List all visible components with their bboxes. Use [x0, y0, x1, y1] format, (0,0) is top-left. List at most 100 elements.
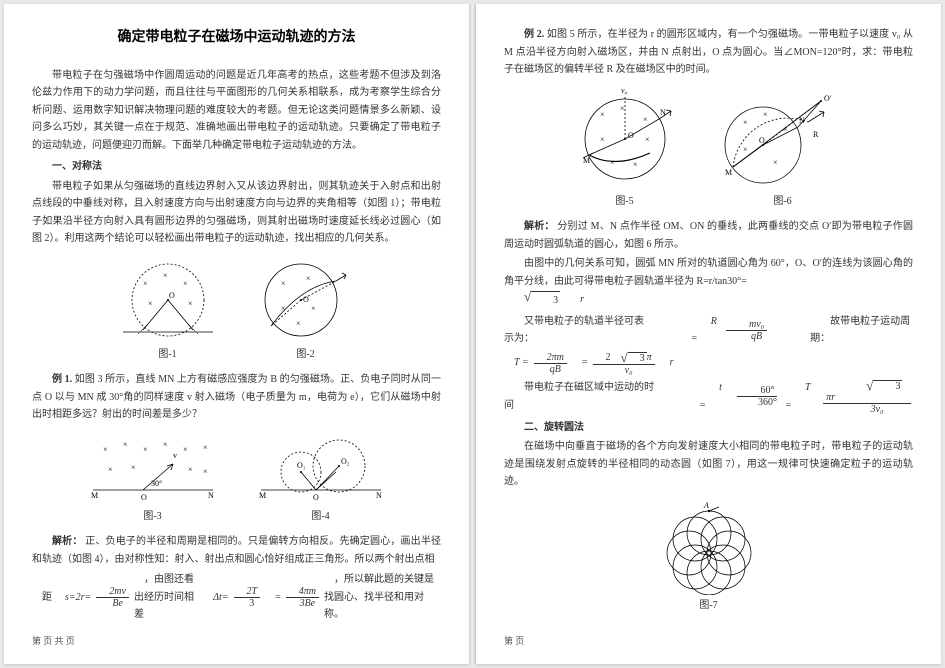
footer-right: 第 页	[504, 634, 524, 650]
page-right: 例 2. 如图 5 所示，在半径为 r 的圆形区域内，有一个匀强磁场。一带电粒子…	[476, 4, 941, 664]
svg-text:×: ×	[306, 274, 311, 283]
svg-text:×: ×	[311, 304, 316, 313]
example-2-text: 如图 5 所示，在半径为 r 的圆形区域内，有一个匀强磁场。一带电粒子以速度 v…	[504, 29, 913, 75]
analysis-2-4-text: 带电粒子在磁区域中运动的时间	[504, 379, 658, 414]
figure-2-caption: 图-2	[251, 346, 361, 364]
analysis-1-label: 解析：	[52, 536, 83, 547]
analysis-2-1-text: 分别过 M、N 点作半径 OM、ON 的垂线，此两垂线的交点 O′即为带电粒子作…	[504, 221, 913, 250]
T-num1: 2πm	[534, 352, 567, 364]
T-num2: 2√3π	[593, 351, 655, 365]
s-den: Be	[99, 598, 126, 609]
T-suffix: r	[660, 354, 674, 372]
svg-text:M: M	[725, 168, 732, 177]
t-frac1: 60° 360°	[735, 385, 780, 408]
dt-lhs: Δt=	[203, 589, 228, 607]
svg-text:×: ×	[131, 463, 136, 472]
R-num: mv₀	[726, 319, 767, 331]
figure-5-caption: 图-5	[565, 193, 685, 211]
dt-eq: =	[265, 589, 281, 607]
analysis-2c: ，所以解此题的关键是找圆心、找半径和用对称。	[324, 571, 441, 624]
svg-text:M: M	[583, 156, 590, 165]
svg-text:M: M	[91, 491, 98, 500]
T-frac2: 2√3π v₀	[593, 351, 655, 376]
T-frac1: 2πm qB	[534, 352, 567, 375]
figure-3: MN O ×××××× ×××× v 30° 图-3	[83, 432, 223, 526]
example-1: 例 1. 如图 3 所示，直线 MN 上方有磁感应强度为 B 的匀强磁场。正、负…	[32, 371, 441, 424]
svg-text:v: v	[173, 451, 177, 460]
formula-distance: 距 s=2r= 2mv Be ，由图还看出经历时间相差 Δt= 2T 3 = 4…	[32, 571, 441, 624]
T-eq: =	[572, 354, 588, 372]
R-den: qB	[728, 331, 765, 342]
dt-frac1: 2T 3	[234, 586, 261, 609]
svg-text:×: ×	[743, 145, 748, 154]
figure-row-5-6: O MN v₀ ××× ×× ×× 图-5	[504, 87, 913, 211]
svg-text:O: O	[313, 493, 319, 502]
svg-text:30°: 30°	[151, 479, 162, 488]
svg-text:×: ×	[743, 118, 748, 127]
T-lhs: T =	[504, 354, 529, 372]
figure-6-caption: 图-6	[713, 193, 853, 211]
analysis-2-2: 由图中的几何关系可知，圆弧 MN 所对的轨道圆心角为 60°，O、O′的连线为该…	[504, 255, 913, 310]
analysis-2-1: 解析： 分别过 M、N 点作半径 OM、ON 的垂线，此两垂线的交点 O′即为带…	[504, 218, 913, 253]
figure-2: O ×× ×× × 图-2	[251, 256, 361, 364]
svg-text:×: ×	[148, 299, 153, 308]
s-lhs: s=2r=	[55, 589, 91, 607]
svg-text:×: ×	[281, 279, 286, 288]
s-fraction: 2mv Be	[96, 586, 129, 609]
analysis-2-3-text: 又带电粒子的轨道半径可表示为：	[504, 313, 650, 348]
book-spine	[469, 4, 476, 664]
svg-text:×: ×	[643, 115, 648, 124]
section-1-heading: 一、对称法	[32, 158, 441, 176]
svg-text:×: ×	[143, 445, 148, 454]
svg-text:O′: O′	[824, 94, 832, 103]
section-2-heading: 二、旋转圆法	[504, 419, 913, 437]
R-fraction: mv₀ qB	[726, 319, 767, 342]
figure-row-7: A 图-7	[504, 499, 913, 615]
example-1-label: 例 1.	[52, 374, 72, 385]
sqrt-T-icon: √3	[611, 351, 647, 364]
example-2: 例 2. 如图 5 所示，在半径为 r 的圆形区域内，有一个匀强磁场。一带电粒子…	[504, 26, 913, 79]
svg-text:O: O	[141, 493, 147, 502]
figure-7: A 图-7	[649, 499, 769, 615]
t-den2: 3v₀	[848, 404, 887, 415]
figure-1-caption: 图-1	[113, 346, 223, 364]
svg-text:×: ×	[763, 110, 768, 119]
section-2-paragraph: 在磁场中向垂直于磁场的各个方向发射速度大小相同的带电粒子时，带电粒子的运动轨迹是…	[504, 438, 913, 491]
sqrt-3r: √ 3	[504, 290, 560, 310]
svg-text:×: ×	[183, 445, 188, 454]
figure-5: O MN v₀ ××× ×× ×× 图-5	[565, 87, 685, 211]
T-num2-c: π	[647, 351, 652, 362]
R-lhs: R =	[691, 313, 721, 348]
svg-text:×: ×	[600, 135, 605, 144]
svg-text:×: ×	[296, 319, 301, 328]
intro-paragraph: 带电粒子在匀强磁场中作圆周运动的问题是近几年高考的热点，这些考题不但涉及到洛伦兹…	[32, 67, 441, 155]
footer-left: 第 页 共 页	[32, 634, 75, 650]
svg-text:×: ×	[188, 465, 193, 474]
t-den1: 360°	[735, 397, 780, 408]
T-den2: v₀	[612, 365, 636, 376]
figure-row-1-2: O ××× ×× 图-1 O	[32, 256, 441, 364]
svg-text:O₂: O₂	[341, 457, 350, 466]
svg-text:N: N	[376, 491, 382, 500]
analysis-2-label: 解析：	[524, 221, 555, 232]
svg-text:×: ×	[183, 279, 188, 288]
svg-text:×: ×	[633, 160, 638, 169]
svg-text:v₀: v₀	[621, 87, 628, 95]
dt-num1: 2T	[234, 586, 261, 598]
page-left: 确定带电粒子在磁场中运动轨迹的方法 带电粒子在匀强磁场中作圆周运动的问题是近几年…	[4, 4, 469, 664]
T-den1: qB	[537, 364, 564, 375]
svg-text:N: N	[799, 116, 805, 125]
svg-text:A: A	[703, 501, 709, 510]
analysis-2-2-text: 由图中的几何关系可知，圆弧 MN 所对的轨道圆心角为 60°，O、O′的连线为该…	[504, 255, 913, 290]
svg-text:×: ×	[123, 440, 128, 449]
sqrt-sign-icon: √	[504, 290, 531, 303]
svg-text:×: ×	[773, 158, 778, 167]
t-frac2: √3πr 3v₀	[823, 379, 911, 415]
svg-text:M: M	[259, 491, 266, 500]
svg-text:N: N	[660, 108, 666, 117]
analysis-1-text: 正、负电子的半径和周期是相同的。只是偏转方向相反。先确定圆心，画出半径和轨迹（如…	[32, 536, 441, 565]
svg-text:×: ×	[645, 135, 650, 144]
time-formula-line: 带电粒子在磁区域中运动的时间 t = 60° 360° T = √3πr 3v₀	[504, 379, 913, 415]
svg-text:N: N	[208, 491, 214, 500]
svg-text:×: ×	[783, 125, 788, 134]
